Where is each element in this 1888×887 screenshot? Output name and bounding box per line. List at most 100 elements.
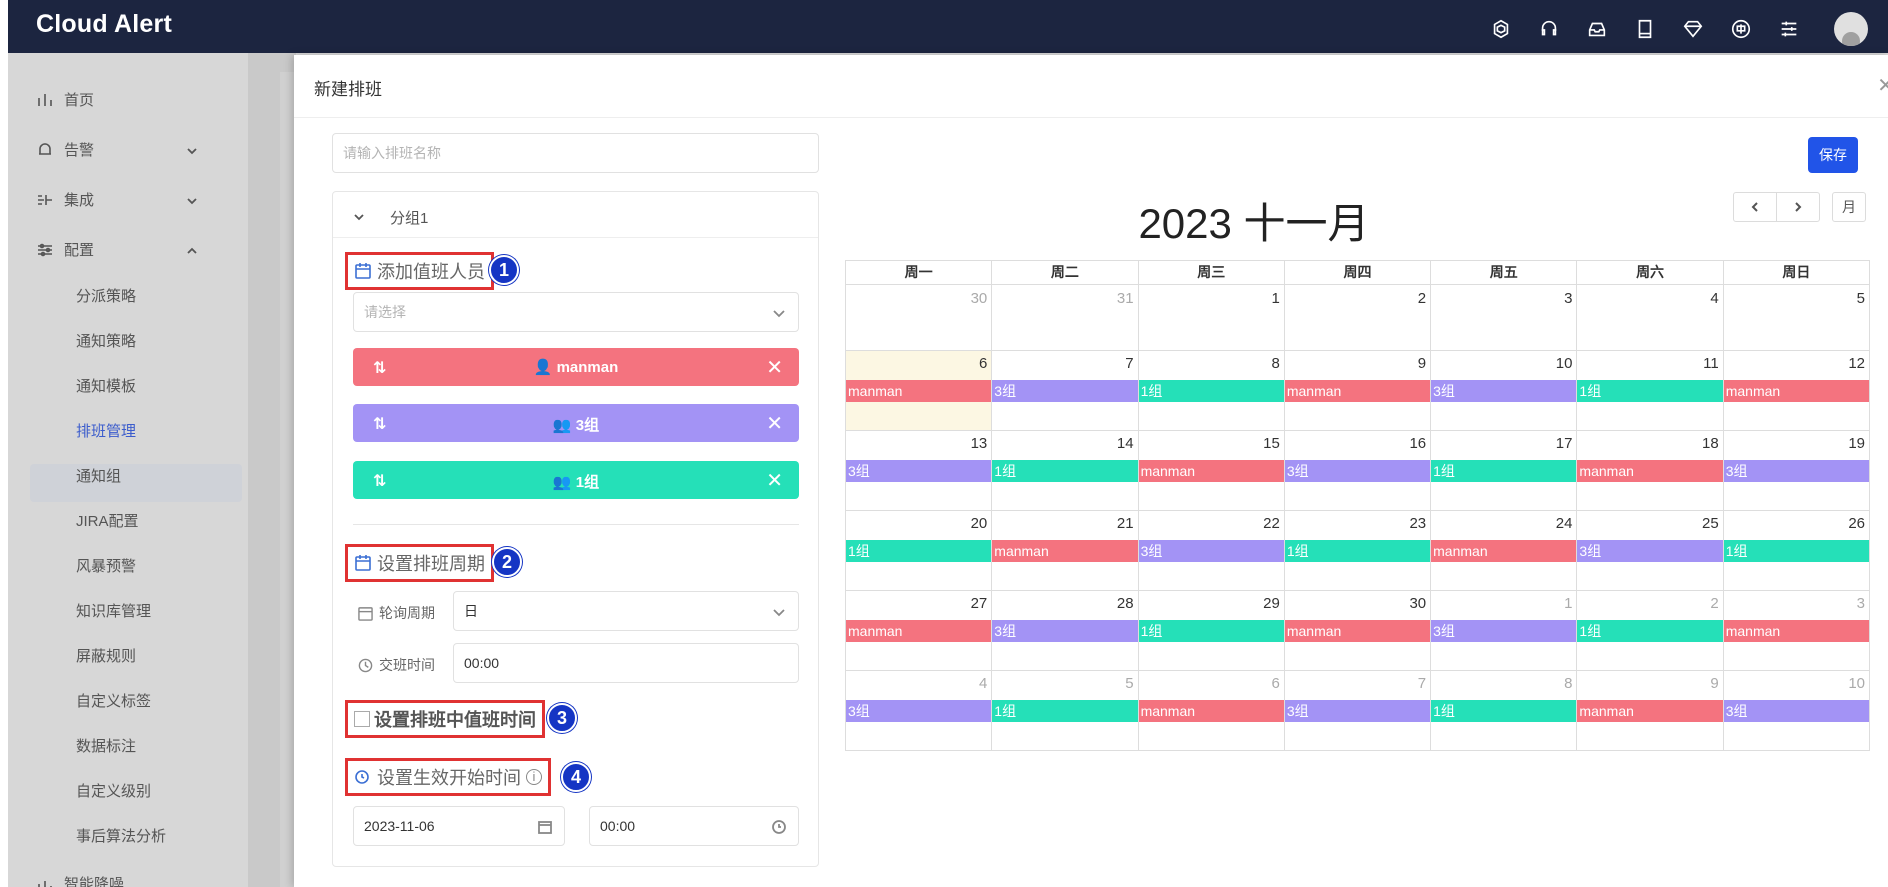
calendar-day-cell[interactable]: 8 1组 bbox=[1138, 351, 1285, 431]
schedule-name-input[interactable] bbox=[332, 133, 819, 173]
info-icon[interactable]: i bbox=[526, 769, 542, 785]
next-month-button[interactable] bbox=[1777, 193, 1819, 221]
sidebar-sub-item[interactable]: 屏蔽规则 bbox=[76, 648, 137, 665]
shift-event[interactable]: 3组 bbox=[1431, 380, 1577, 402]
calendar-day-cell[interactable]: 18 manman bbox=[1577, 431, 1724, 511]
shift-event[interactable]: manman bbox=[1577, 700, 1723, 722]
start-date-input[interactable]: 2023-11-06 bbox=[353, 806, 565, 846]
brand-logo[interactable]: Cloud Alert bbox=[36, 10, 172, 38]
prev-month-button[interactable] bbox=[1734, 193, 1776, 221]
calendar-day-cell[interactable]: 30 manman bbox=[1284, 591, 1432, 671]
shift-event[interactable]: manman bbox=[1723, 380, 1869, 402]
shift-event[interactable]: 3组 bbox=[1284, 460, 1431, 482]
sidebar-sub-item[interactable]: 通知组 bbox=[76, 468, 122, 485]
sidebar-item-config[interactable]: 配置 bbox=[36, 239, 197, 260]
sliders-icon[interactable] bbox=[1776, 16, 1802, 42]
sidebar-sub-item[interactable]: 通知策略 bbox=[76, 333, 137, 350]
inbox-icon[interactable] bbox=[1584, 16, 1610, 42]
sidebar-sub-item[interactable]: 知识库管理 bbox=[76, 603, 152, 620]
chevron-down-icon[interactable] bbox=[353, 210, 365, 226]
sidebar-sub-item[interactable]: 风暴预警 bbox=[76, 558, 137, 575]
sort-icon[interactable]: ⇅ bbox=[373, 473, 387, 490]
shift-event[interactable]: 1组 bbox=[1723, 540, 1869, 562]
calendar-day-cell[interactable]: 30 bbox=[846, 285, 993, 351]
book-icon[interactable] bbox=[1632, 16, 1658, 42]
calendar-day-cell[interactable]: 12 manman bbox=[1723, 351, 1870, 431]
shift-event[interactable]: 1组 bbox=[1284, 540, 1431, 562]
calendar-day-cell[interactable]: 10 3组 bbox=[1431, 351, 1578, 431]
duty-time-checkbox[interactable] bbox=[354, 711, 370, 727]
shift-event[interactable]: 3组 bbox=[1723, 700, 1869, 722]
calendar-day-cell[interactable]: 1 3组 bbox=[1431, 591, 1578, 671]
sidebar-item-noise-reduction[interactable]: 智能降噪 bbox=[36, 873, 124, 887]
shift-event[interactable]: 3组 bbox=[992, 620, 1138, 642]
sidebar-item-home[interactable]: 首页 bbox=[36, 89, 94, 110]
shift-event[interactable]: 1组 bbox=[1431, 700, 1577, 722]
month-view-button[interactable]: 月 bbox=[1832, 192, 1866, 222]
shift-event[interactable]: 3组 bbox=[1138, 540, 1284, 562]
sidebar-sub-item[interactable]: 自定义级别 bbox=[76, 783, 152, 800]
save-button[interactable]: 保存 bbox=[1808, 137, 1858, 173]
calendar-day-cell[interactable]: 17 1组 bbox=[1431, 431, 1578, 511]
calendar-day-cell[interactable]: 7 3组 bbox=[992, 351, 1139, 431]
shift-event[interactable]: 1组 bbox=[992, 460, 1138, 482]
calendar-day-cell[interactable]: 13 3组 bbox=[846, 431, 993, 511]
calendar-day-cell[interactable]: 8 1组 bbox=[1431, 671, 1578, 751]
group-panel-header[interactable]: 分组1 bbox=[333, 192, 818, 238]
remove-icon[interactable]: ✕ bbox=[766, 413, 783, 435]
calendar-day-cell[interactable]: 10 3组 bbox=[1723, 671, 1870, 751]
shift-event[interactable]: manman bbox=[1138, 700, 1284, 722]
sidebar-sub-item[interactable]: 数据标注 bbox=[76, 738, 137, 755]
remove-icon[interactable]: ✕ bbox=[766, 357, 783, 379]
calendar-day-cell[interactable]: 3 bbox=[1431, 285, 1578, 351]
member-pill[interactable]: ⇅ 👥 3组 ✕ bbox=[353, 404, 799, 442]
calendar-day-cell[interactable]: 3 manman bbox=[1723, 591, 1870, 671]
calendar-day-cell[interactable]: 20 1组 bbox=[846, 511, 993, 591]
shift-event[interactable]: 3组 bbox=[1431, 620, 1577, 642]
shift-event[interactable]: manman bbox=[1138, 460, 1284, 482]
sidebar-sub-item[interactable]: JIRA配置 bbox=[76, 513, 139, 530]
calendar-day-cell[interactable]: 7 3组 bbox=[1284, 671, 1432, 751]
sidebar-sub-item-active[interactable]: 排班管理 bbox=[76, 423, 137, 440]
calendar-day-cell[interactable]: 5 1组 bbox=[992, 671, 1139, 751]
calendar-day-cell[interactable]: 15 manman bbox=[1138, 431, 1285, 511]
sort-icon[interactable]: ⇅ bbox=[373, 416, 387, 433]
sidebar-item-integration[interactable]: 集成 bbox=[36, 189, 197, 210]
start-time-input[interactable]: 00:00 bbox=[589, 806, 799, 846]
calendar-day-cell[interactable]: 9 manman bbox=[1284, 351, 1432, 431]
sidebar-sub-item[interactable]: 分派策略 bbox=[76, 288, 137, 305]
shift-event[interactable]: 1组 bbox=[1138, 380, 1284, 402]
calendar-day-cell[interactable]: 26 1组 bbox=[1723, 511, 1870, 591]
calendar-day-cell[interactable]: 22 3组 bbox=[1138, 511, 1285, 591]
calendar-day-cell[interactable]: 11 1组 bbox=[1577, 351, 1724, 431]
shift-event[interactable]: manman bbox=[846, 380, 992, 402]
calendar-day-cell[interactable]: 9 manman bbox=[1577, 671, 1724, 751]
calendar-day-cell[interactable]: 25 3组 bbox=[1577, 511, 1724, 591]
member-pill[interactable]: ⇅ 👤 manman ✕ bbox=[353, 348, 799, 386]
shift-event[interactable]: 3组 bbox=[1577, 540, 1723, 562]
calendar-day-cell[interactable]: 27 manman bbox=[846, 591, 993, 671]
sidebar-sub-item[interactable]: 事后算法分析 bbox=[76, 828, 167, 845]
calendar-day-cell[interactable]: 29 1组 bbox=[1138, 591, 1285, 671]
shift-event[interactable]: 3组 bbox=[1723, 460, 1869, 482]
shift-event[interactable]: 1组 bbox=[992, 700, 1138, 722]
sidebar-sub-item[interactable]: 通知模板 bbox=[76, 378, 137, 395]
shift-event[interactable]: 1组 bbox=[1138, 620, 1284, 642]
calendar-day-cell[interactable]: 14 1组 bbox=[992, 431, 1139, 511]
calendar-day-cell[interactable]: 19 3组 bbox=[1723, 431, 1870, 511]
calendar-day-cell[interactable]: 6 manman bbox=[846, 351, 993, 431]
shift-event[interactable]: 1组 bbox=[846, 540, 992, 562]
calendar-day-cell[interactable]: 16 3组 bbox=[1284, 431, 1432, 511]
calendar-day-cell[interactable]: 23 1组 bbox=[1284, 511, 1432, 591]
shift-event[interactable]: manman bbox=[1431, 540, 1577, 562]
shift-event[interactable]: manman bbox=[1284, 380, 1431, 402]
period-select[interactable]: 日 bbox=[453, 591, 799, 631]
close-icon[interactable]: ✕ bbox=[1877, 75, 1888, 97]
openai-icon[interactable] bbox=[1488, 16, 1514, 42]
remove-icon[interactable]: ✕ bbox=[766, 470, 783, 492]
sidebar-sub-item[interactable]: 自定义标签 bbox=[76, 693, 152, 710]
shift-event[interactable]: 1组 bbox=[1577, 620, 1723, 642]
shift-event[interactable]: 3组 bbox=[1284, 700, 1431, 722]
shift-time-input[interactable]: 00:00 bbox=[453, 643, 799, 683]
shift-event[interactable]: 3组 bbox=[846, 700, 992, 722]
